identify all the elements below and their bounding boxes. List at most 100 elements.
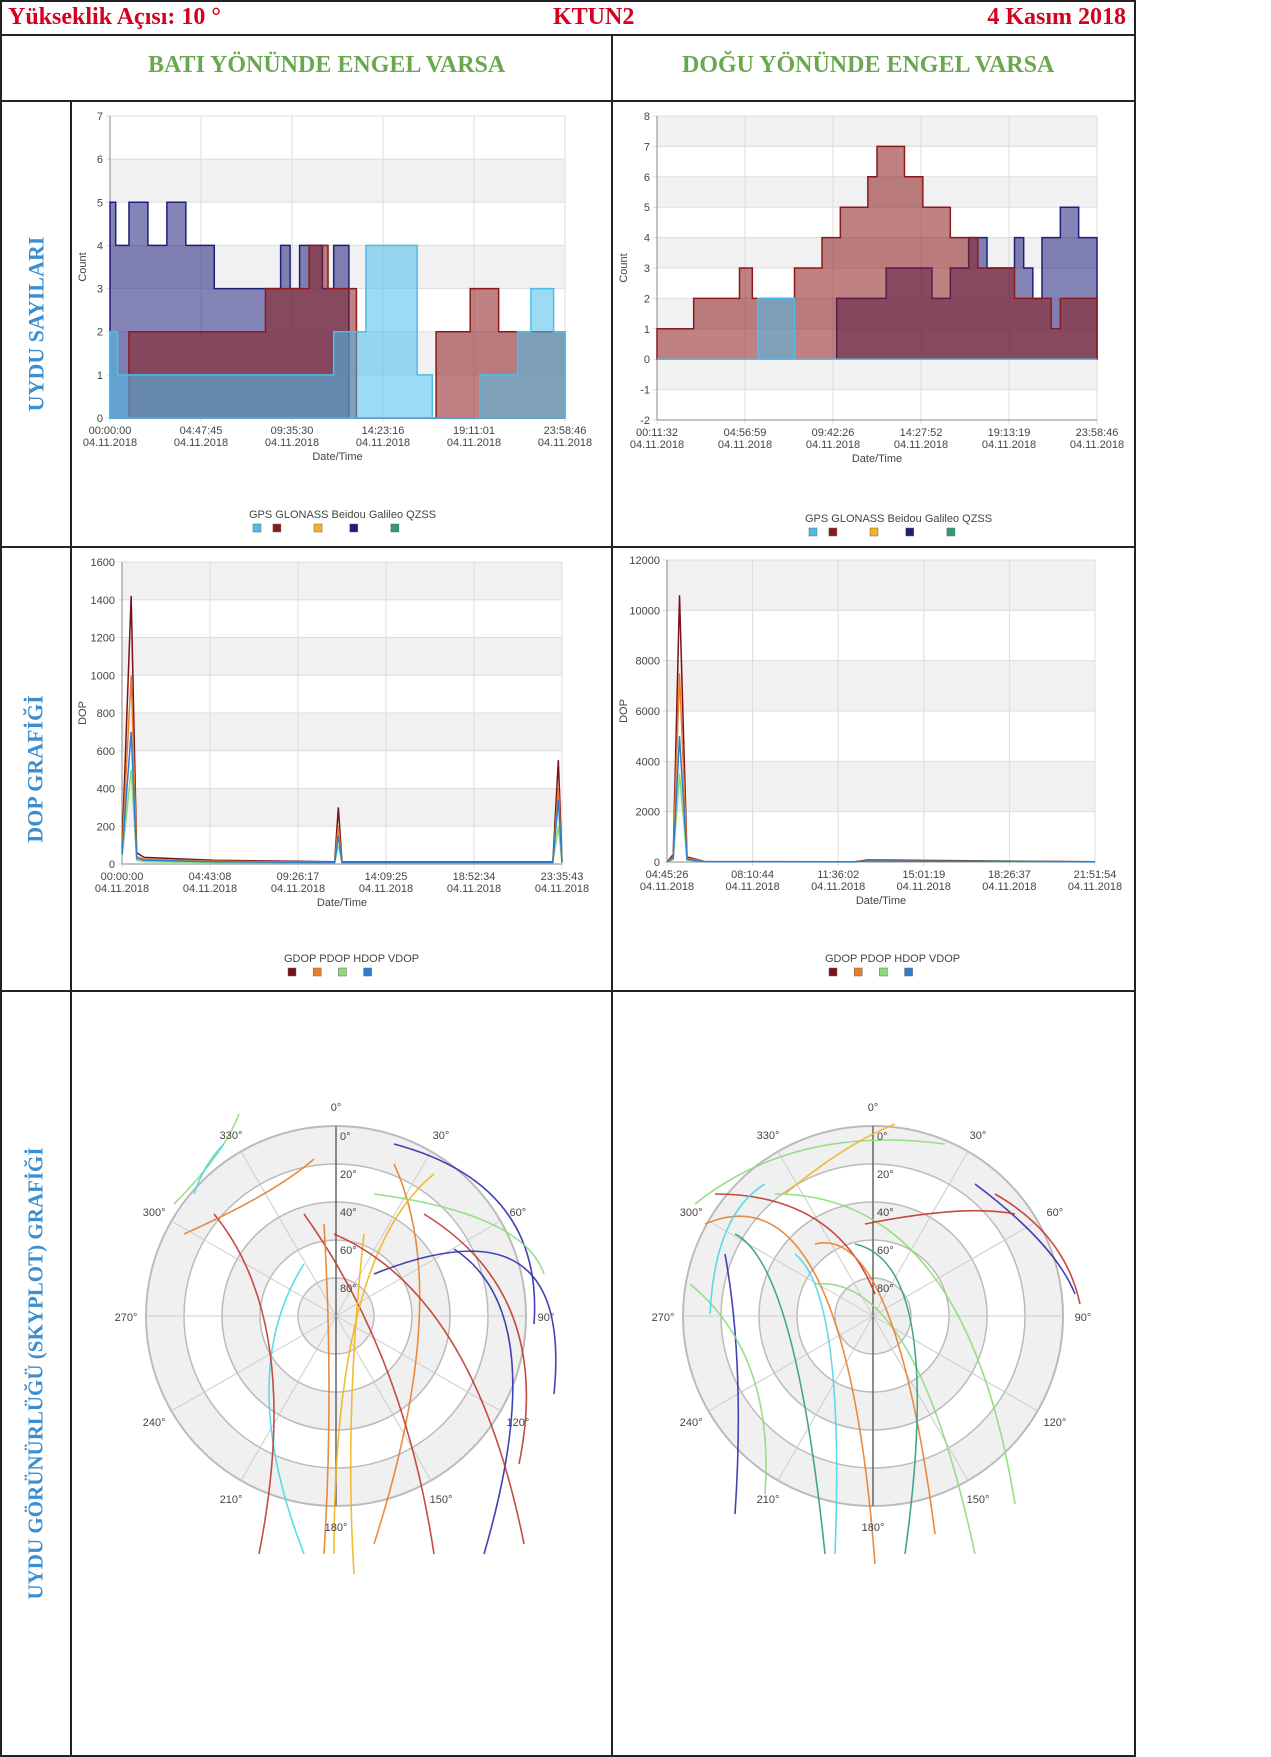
y-tick-label: 8 [644,111,650,123]
y-tick-label: 1400 [91,595,115,607]
legend-swatch-glonass [272,523,282,533]
series-pdop [121,675,563,863]
y-tick-label: 4 [97,240,103,252]
x-tick-label: 04:56:59 [724,427,767,439]
azimuth-spoke [240,1315,337,1481]
azimuth-label: 120° [1043,1417,1066,1429]
y-tick-label: 400 [97,784,115,796]
satellite-track [333,1233,525,1545]
satellite-track [303,1213,435,1555]
legend-swatch-gps [252,523,262,533]
legend: GPS GLONASS Beidou Galileo QZSS [805,513,992,537]
satellite-track [373,1193,545,1275]
legend-swatch-qzss [390,523,400,533]
satellite-track [854,1243,919,1555]
y-tick-label: 600 [97,746,115,758]
x-tick-label: 00:00:00 [101,871,144,883]
azimuth-spoke [777,1151,874,1317]
satellite-track [453,1248,514,1555]
azimuth-label: 330° [220,1130,243,1142]
elevation-label: 0° [340,1131,351,1143]
column-divider [611,34,613,1757]
x-axis-label: Date/Time [856,895,906,907]
satellite-track [393,1143,536,1325]
azimuth-label: 90° [1075,1312,1092,1324]
x-tick-date: 04.11.2018 [95,883,149,895]
x-tick-label: 19:13:19 [988,427,1031,439]
x-tick-date: 04.11.2018 [174,437,228,449]
x-tick-date: 04.11.2018 [894,439,948,451]
skyplot-east: 0° 30° 60° 90° 120° 150° 180° 210° 240° 270° 300° 3… [652,1102,1092,1565]
x-tick-date: 04.11.2018 [1068,881,1122,893]
legend-swatch-qzss [946,527,956,537]
azimuth-spoke [240,1151,337,1317]
legend-labels: GDOP PDOP HDOP VDOP [825,953,960,965]
satellite-track [373,1250,557,1395]
azimuth-spoke [872,1220,1038,1317]
azimuth-spoke [872,1315,1038,1412]
y-tick-label: 3 [644,263,650,275]
y-axis-label: Count [618,253,630,282]
x-tick-date: 04.11.2018 [725,881,779,893]
legend-labels: GPS GLONASS Beidou Galileo QZSS [249,509,436,521]
satellite-track [714,1193,876,1295]
x-tick-label: 00:11:32 [636,427,678,439]
y-tick-label: 5 [644,202,650,214]
x-tick-label: 00:00:00 [89,425,132,437]
legend: GPS GLONASS Beidou Galileo QZSS [249,509,436,533]
x-tick-date: 04.11.2018 [359,883,413,895]
satellite-track [694,1139,946,1205]
x-tick-label: 18:52:34 [453,871,496,883]
azimuth-spoke [872,1151,969,1317]
azimuth-label: 150° [430,1494,453,1506]
series-vdop [666,736,1096,863]
azimuth-label: 240° [143,1417,166,1429]
satellite-track [794,1253,838,1555]
x-tick-label: 18:26:37 [988,869,1031,881]
azimuth-spoke [708,1220,874,1317]
satellite-track [814,1282,976,1555]
y-tick-label: 6 [97,154,103,166]
azimuth-spoke [708,1315,874,1412]
series-gdop [666,595,1096,863]
x-axis-label: Date/Time [312,451,362,463]
elevation-label: 80° [877,1283,894,1295]
elevation-label: 40° [340,1207,357,1219]
y-tick-label: 200 [97,821,115,833]
azimuth-spoke [872,1315,969,1481]
legend: GDOP PDOP HDOP VDOP [284,953,419,977]
azimuth-label: 270° [652,1312,675,1324]
legend: GDOP PDOP HDOP VDOP [825,953,960,977]
x-tick-date: 04.11.2018 [265,437,319,449]
legend-swatch-beidou [313,523,323,533]
legend-swatch-beidou [869,527,879,537]
elevation-label: 40° [877,1207,894,1219]
y-tick-label: 0 [109,859,115,871]
grid-band [657,359,1097,390]
west-column-title: BATI YÖNÜNDE ENGEL VARSA [148,52,506,78]
elevation-label: 60° [340,1245,357,1257]
y-axis-label: DOP [618,699,630,723]
station-label: KTUN2 [553,4,635,30]
y-tick-label: 7 [644,141,650,153]
azimuth-label: 180° [325,1522,348,1534]
x-tick-date: 04.11.2018 [897,881,951,893]
satellite-track [423,1213,528,1465]
satellite-track [323,1223,330,1555]
azimuth-label: 150° [967,1494,990,1506]
azimuth-label: 300° [143,1207,166,1219]
legend-swatch-gps [808,527,818,537]
y-tick-label: 800 [97,708,115,720]
azimuth-label: 30° [433,1130,450,1142]
x-tick-date: 04.11.2018 [183,883,237,895]
grid-band [122,713,562,751]
azimuth-spoke [335,1151,432,1317]
y-tick-label: 2000 [636,807,660,819]
x-tick-date: 04.11.2018 [1070,439,1124,451]
x-tick-label: 14:23:16 [362,425,405,437]
y-tick-label: -2 [640,415,650,427]
y-tick-label: 0 [97,413,103,425]
x-tick-label: 14:09:25 [365,871,408,883]
y-tick-label: 10000 [629,605,660,617]
satellite-track [774,1193,1016,1505]
